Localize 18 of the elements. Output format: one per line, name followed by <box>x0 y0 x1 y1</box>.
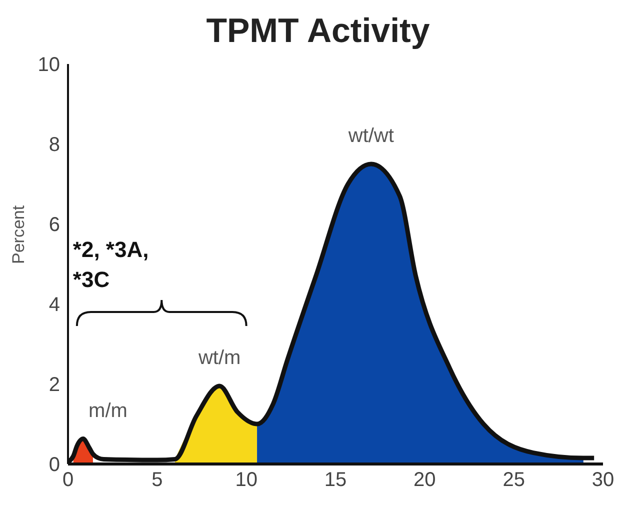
series-label: wt/wt <box>347 125 394 147</box>
x-tick-label: 5 <box>152 469 163 492</box>
y-axis-title: Percent <box>9 205 28 264</box>
series-label: wt/m <box>197 347 241 369</box>
x-tick-label: 20 <box>414 469 436 492</box>
chart-title: TPMT Activity <box>205 11 431 52</box>
y-tick-label: 10 <box>38 54 60 76</box>
y-tick-label: 2 <box>48 374 60 396</box>
x-tick-label: 15 <box>324 469 347 492</box>
y-tick-label: 0 <box>48 454 60 476</box>
y-tick-label: 6 <box>48 214 60 236</box>
x-tick-label: 30 <box>592 469 614 492</box>
y-tick-label: 4 <box>48 294 60 316</box>
x-tick-label: 10 <box>235 469 258 492</box>
annotation: *2, *3A, *3C <box>72 237 149 292</box>
x-tick-label: 25 <box>502 469 525 492</box>
series-label: m/m <box>88 400 128 422</box>
y-tick-label: 8 <box>48 134 60 156</box>
